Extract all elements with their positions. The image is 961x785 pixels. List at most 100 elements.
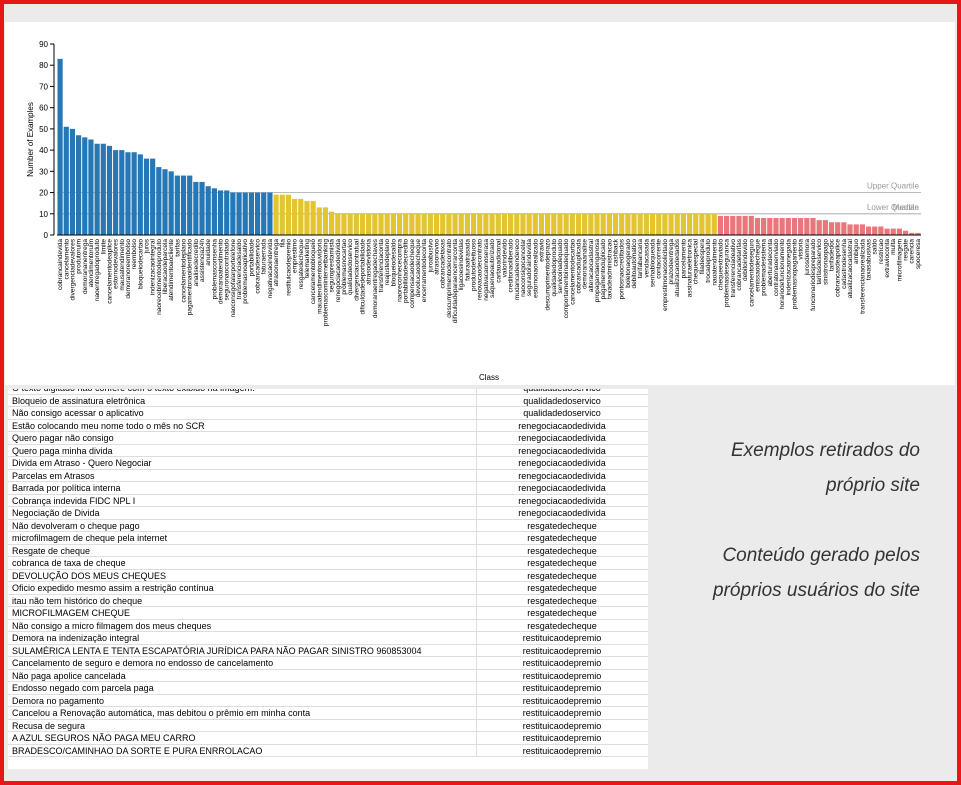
x-tick-label: jurosdemora: [804, 239, 811, 277]
x-tick-label: valorindevido: [501, 239, 508, 278]
x-tick-label: creditonaoliberado: [508, 239, 515, 293]
bar: [724, 215, 730, 235]
x-tick-label: dificuldadedeportabilidade: [359, 239, 366, 315]
x-tick-label: boletonaogerado: [625, 239, 632, 288]
bar: [292, 198, 298, 235]
x-tick-label: faturaerrada: [261, 239, 268, 275]
x-tick-label: resgate: [903, 239, 910, 261]
x-tick-label: assistencia24h: [199, 239, 206, 282]
text-cell: Demora no pagamento: [12, 695, 105, 706]
y-tick-label: 60: [39, 104, 48, 113]
bar: [569, 213, 575, 235]
bar: [298, 198, 304, 235]
class-cell: restituicaodepremio: [476, 707, 647, 720]
bar: [619, 213, 625, 235]
bar: [810, 218, 816, 235]
bar: [878, 226, 884, 235]
bar: [816, 220, 822, 235]
bar: [261, 192, 267, 235]
table-row: Quero paga minha divida renegociacaodediv…: [8, 444, 648, 457]
class-cell: renegociacaodedivida: [476, 432, 647, 445]
bar: [119, 150, 125, 235]
bar: [674, 213, 680, 235]
x-tick-label: cartaoadicional: [495, 238, 502, 282]
table-row: Demora no pagamento restituicaodepremio: [8, 694, 648, 707]
bar: [853, 224, 859, 235]
bar: [131, 152, 137, 235]
x-tick-label: cancelamento: [63, 239, 70, 280]
bar: [693, 213, 699, 235]
x-tick-label: demoranoreembolso: [125, 239, 132, 299]
bar: [316, 207, 322, 235]
x-tick-label: atendimentoruim: [88, 239, 95, 287]
bar: [458, 213, 464, 235]
bar: [501, 213, 508, 235]
x-tick-label: cobrancaduplicada: [575, 239, 582, 294]
x-tick-label: debitoautomatico: [631, 239, 638, 289]
bar: [366, 213, 372, 235]
x-tick-label: renegociacaodedivida: [335, 239, 342, 303]
bar: [600, 213, 606, 235]
x-tick-label: assinaturaeletronica: [687, 239, 694, 298]
class-cell: resgatedecheque: [476, 594, 647, 607]
x-tick-label: problemasnoaplicativo: [242, 239, 249, 304]
bar: [384, 213, 390, 235]
table-row: Cobrança indevida FIDC NPL I renegociacao…: [8, 494, 648, 507]
y-tick-label: 70: [39, 82, 48, 91]
x-tick-label: naorecebimentodeproduto: [156, 239, 163, 315]
text-cell: A AZUL SEGUROS NÃO PAGA MEU CARRO: [12, 733, 196, 743]
x-tick-label: reembolso: [131, 239, 138, 270]
x-tick-label: cobrancasdeapolice: [835, 239, 842, 297]
x-tick-label: seguroprestamista: [329, 239, 336, 293]
x-tick-label: bloqueiodesaldo: [390, 239, 397, 287]
bar: [341, 213, 347, 235]
text-cell: Quero pagar não consigo: [12, 433, 114, 443]
class-cell: renegociacaodedivida: [476, 419, 647, 432]
bar: [94, 143, 100, 235]
x-tick-label: pagamentonaoidentificado: [187, 239, 194, 316]
y-tick-label: 90: [39, 40, 48, 49]
bar: [236, 192, 242, 235]
y-tick-label: 20: [39, 189, 48, 198]
bar: [902, 230, 909, 235]
x-tick-label: contacorrente: [656, 239, 663, 279]
bar: [57, 58, 63, 235]
table-row: itau não tem histórico do cheque resgated…: [8, 594, 648, 607]
bar: [421, 213, 427, 235]
x-tick-label: negativacaoindevida: [267, 239, 274, 299]
class-cell: resgatedecheque: [476, 544, 647, 557]
x-tick-label: analisedecredito: [193, 239, 200, 287]
x-tick-label: cashback: [613, 238, 620, 266]
x-tick-label: cancelamentodeaplice: [106, 239, 113, 304]
bar: [335, 213, 341, 235]
x-tick-label: telemarketing: [304, 239, 311, 278]
bar: [495, 213, 501, 235]
bar: [205, 186, 211, 235]
x-tick-label: taxasabusivas: [866, 238, 873, 280]
class-cell: renegociacaodedivida: [476, 482, 647, 495]
x-tick-label: naoatendimento: [711, 239, 718, 286]
bar: [637, 213, 643, 235]
x-tick-label: liberacaodeparcela: [162, 239, 169, 294]
bar: [359, 213, 366, 235]
x-tick-label: saldo: [872, 239, 879, 255]
note: Exemplos retirados do próprio site: [731, 433, 920, 503]
bar: [656, 213, 662, 235]
bar: [143, 158, 150, 235]
bar: [896, 228, 902, 235]
bar: [248, 192, 254, 235]
text-cell: Demora na indenização integral: [12, 633, 140, 643]
reference-label: Upper Quartile: [867, 182, 920, 191]
bar: [88, 139, 94, 235]
table-row: Estão colocando meu nome todo o mês no S…: [8, 419, 648, 432]
class-cell: restituicaodepremio: [476, 669, 647, 682]
bar: [76, 135, 82, 235]
x-tick-label: problemascomsenha: [211, 239, 218, 300]
bar: [822, 220, 828, 235]
text-cell: Não consigo a micro filmagem dos meus ch…: [12, 620, 212, 631]
text-cell: Oficio expedido mesmo assim a restrição …: [12, 583, 214, 593]
x-tick-label: atualizacaodedados: [674, 238, 681, 297]
x-tick-label: divergenciadevalores: [69, 238, 76, 300]
bar: [174, 175, 180, 235]
x-tick-label: pagamentoduplicado: [600, 239, 607, 300]
